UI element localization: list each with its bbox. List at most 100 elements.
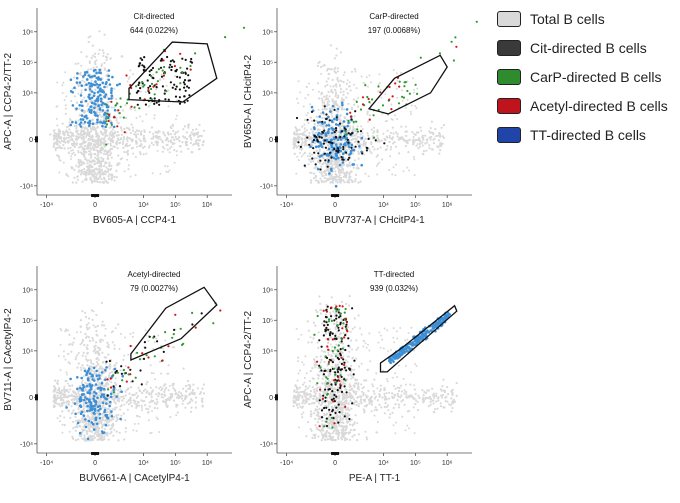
total-b-cell-event (99, 398, 102, 401)
total-b-cell-event (418, 142, 422, 146)
total-b-cell-event (74, 439, 77, 442)
total-b-cell-event (115, 143, 118, 146)
total-b-cell-event (331, 107, 334, 110)
total-b-cell-event (343, 71, 346, 74)
y-tick-label: 10⁶ (262, 29, 273, 36)
tt-directed-event (341, 161, 345, 164)
total-b-cell-event (304, 97, 307, 100)
carp-directed-event (119, 97, 122, 100)
total-b-cell-event (345, 174, 348, 177)
total-b-cell-event (86, 364, 89, 367)
total-b-cell-event (122, 140, 125, 143)
total-b-cell-event (388, 136, 392, 139)
total-b-cell-event (392, 69, 395, 72)
total-b-cell-event (65, 129, 68, 132)
total-b-cell-event (346, 145, 349, 148)
total-b-cell-event (63, 385, 66, 388)
total-b-cell-event (354, 141, 357, 144)
tt-directed-event (95, 374, 98, 378)
total-b-cell-event (98, 167, 101, 171)
total-b-cell-event (120, 157, 123, 160)
total-b-cell-event (108, 372, 111, 375)
total-b-cell-event (133, 402, 136, 405)
total-b-cell-event (175, 150, 178, 153)
cit-directed-event (319, 168, 322, 171)
tt-directed-event (105, 397, 108, 401)
total-b-cell-event (164, 165, 167, 167)
total-b-cell-event (81, 142, 84, 145)
total-b-cell-event (92, 144, 95, 147)
cit-directed-event (345, 151, 348, 154)
total-b-cell-event (88, 326, 91, 329)
total-b-cell-event (366, 113, 369, 116)
total-b-cell-event (82, 123, 85, 126)
total-b-cell-event (85, 136, 88, 139)
total-b-cell-event (79, 343, 82, 346)
total-b-cell-event (141, 391, 144, 395)
total-b-cell-event (110, 130, 113, 133)
total-b-cell-event (406, 80, 409, 83)
tt-directed-event (87, 95, 90, 99)
carp-directed-event (452, 59, 455, 62)
total-b-cell-event (341, 169, 344, 172)
total-b-cell-event (405, 130, 408, 133)
total-b-cell-event (308, 132, 311, 135)
total-b-cell-event (348, 125, 352, 128)
total-b-cell-event (93, 377, 96, 380)
total-b-cell-event (320, 439, 323, 442)
total-b-cell-event (93, 148, 96, 151)
tt-directed-event (360, 163, 364, 167)
total-b-cell-event (348, 147, 351, 151)
total-b-cell-event (364, 137, 367, 140)
cit-directed-event (350, 118, 353, 121)
total-b-cell-event (152, 135, 155, 138)
total-b-cell-event (90, 170, 93, 173)
total-b-cell-event (110, 147, 114, 150)
total-b-cell-event (419, 139, 422, 142)
total-b-cell-event (103, 438, 106, 441)
total-b-cell-event (64, 137, 67, 140)
total-b-cell-event (85, 55, 88, 58)
total-b-cell-event (86, 328, 89, 331)
tt-directed-event (110, 414, 114, 418)
total-b-cell-event (313, 412, 316, 415)
cit-directed-event (310, 110, 314, 113)
total-b-cell-event (102, 51, 105, 55)
total-b-cells-events (292, 20, 478, 188)
total-b-cell-event (301, 137, 304, 140)
total-b-cell-event (129, 175, 132, 178)
total-b-cell-event (293, 133, 296, 136)
acetyl-directed-event (455, 45, 458, 48)
total-b-cell-event (442, 124, 446, 127)
y-tick-label: 10⁵ (22, 318, 33, 325)
tt-directed-event (106, 416, 109, 419)
total-b-cell-event (153, 406, 156, 410)
total-b-cell-event (319, 302, 322, 305)
total-b-cell-event (121, 109, 124, 112)
tt-directed-event (83, 71, 87, 74)
total-b-cell-event (438, 131, 441, 135)
total-b-cell-event (318, 295, 321, 298)
total-b-cell-event (75, 124, 78, 127)
total-b-cell-event (174, 75, 177, 78)
cit-directed-event (163, 92, 166, 95)
total-b-cell-event (140, 90, 142, 93)
tt-directed-event (69, 90, 73, 93)
total-b-cell-event (126, 153, 129, 156)
total-b-cell-event (170, 139, 173, 142)
total-b-cell-event (368, 114, 371, 117)
total-b-cell-event (342, 179, 345, 182)
tt-directed-event (101, 124, 104, 128)
total-b-cell-event (101, 423, 104, 427)
total-b-cell-event (58, 171, 61, 174)
tt-directed-event (79, 121, 83, 124)
total-b-cell-event (75, 393, 78, 396)
total-b-cell-event (176, 130, 180, 133)
total-b-cell-event (81, 354, 84, 357)
total-b-cell-event (165, 402, 168, 405)
total-b-cell-event (84, 420, 87, 423)
carp-directed-event (475, 20, 478, 23)
cit-directed-event (359, 130, 363, 133)
total-b-cell-event (82, 375, 85, 378)
tt-directed-event (318, 115, 322, 118)
